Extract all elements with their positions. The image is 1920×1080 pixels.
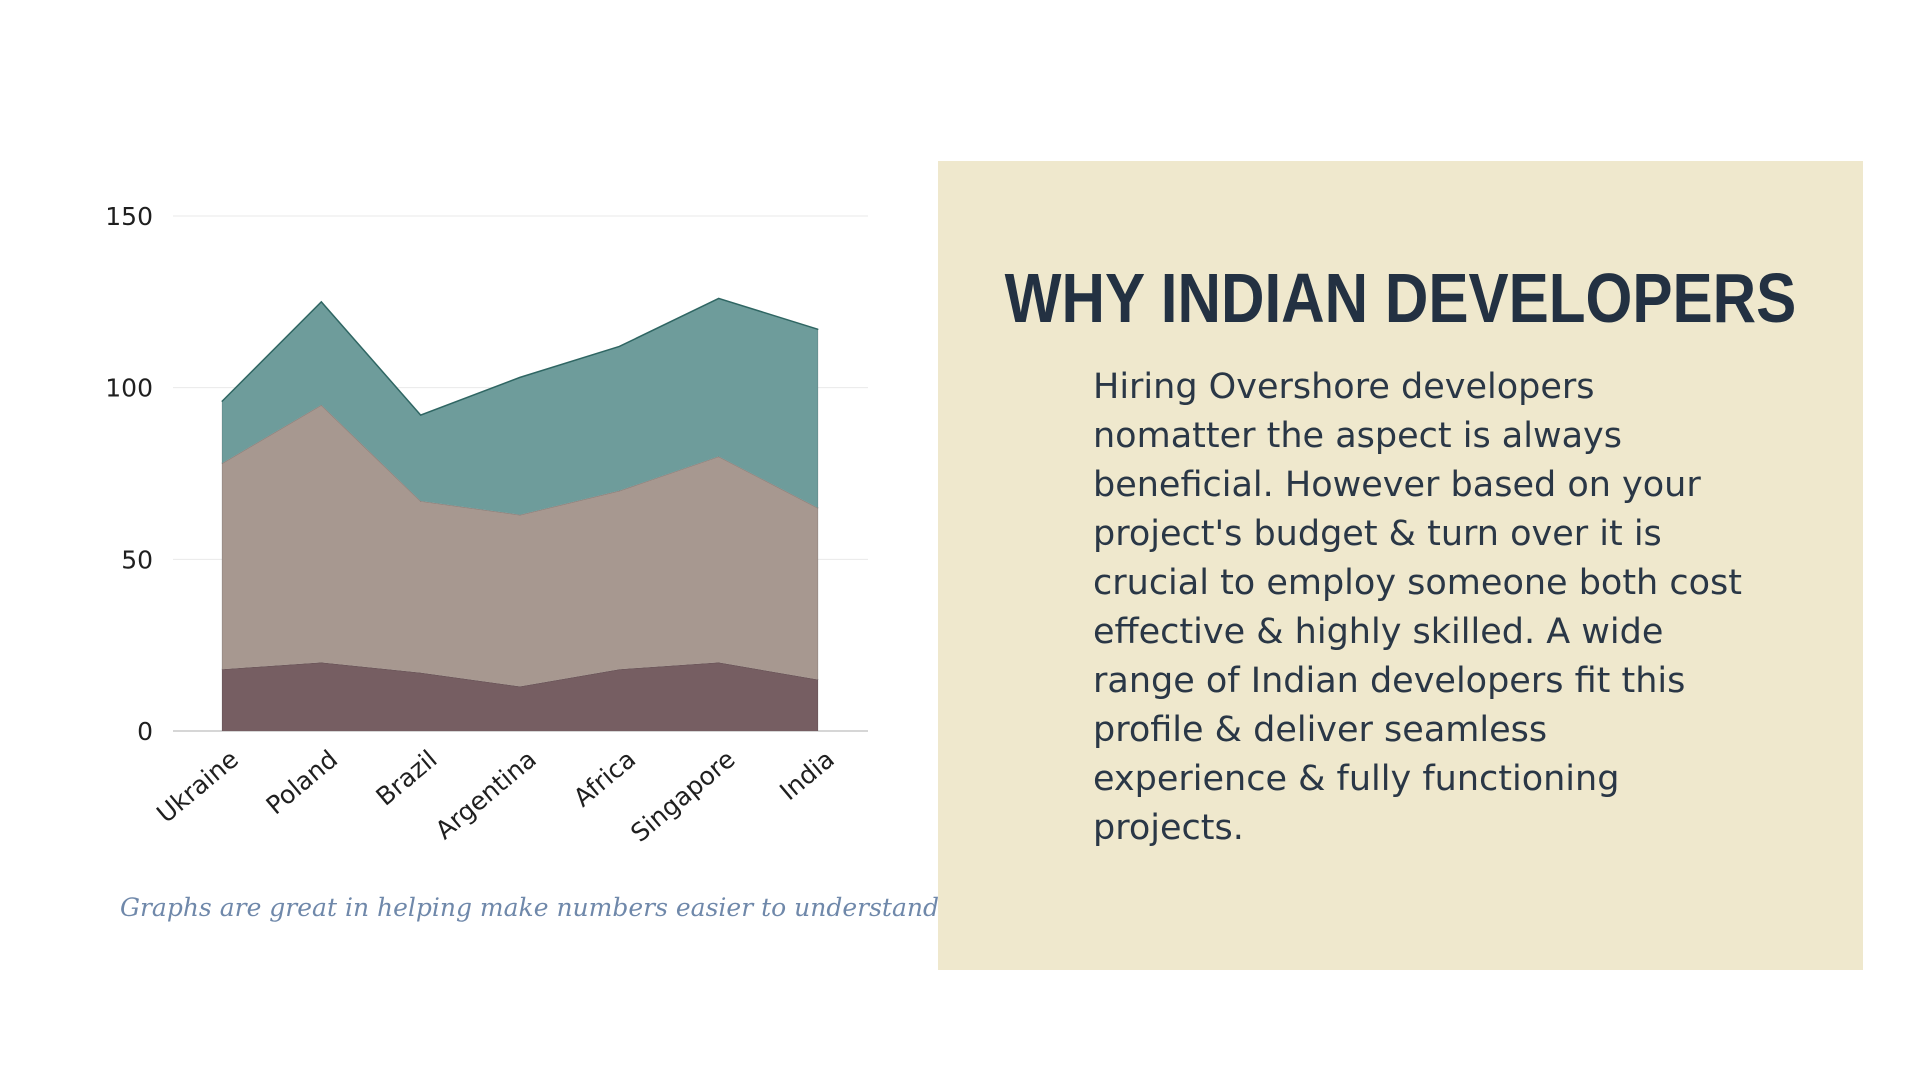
area-series-3 xyxy=(222,298,818,515)
x-tick-label: Argentina xyxy=(430,744,542,845)
area-series-1 xyxy=(222,662,818,731)
data-point xyxy=(817,328,819,330)
y-tick-label: 0 xyxy=(137,717,153,746)
y-tick-label: 100 xyxy=(105,374,153,403)
x-tick-label: Africa xyxy=(568,744,641,812)
area-series-2 xyxy=(222,404,818,687)
y-tick-label: 150 xyxy=(105,202,153,231)
data-point xyxy=(618,345,620,347)
x-tick-label: Ukraine xyxy=(151,744,244,828)
chart-caption: Graphs are great in helping make numbers… xyxy=(120,893,947,922)
y-tick-label: 50 xyxy=(121,545,153,574)
data-point xyxy=(519,376,521,378)
x-tick-label: Singapore xyxy=(625,744,740,847)
data-point xyxy=(718,297,720,299)
data-point xyxy=(320,301,322,303)
info-panel: WHY INDIAN DEVELOPERS Hiring Overshore d… xyxy=(938,161,1863,970)
panel-title: WHY INDIAN DEVELOPERS xyxy=(1004,259,1797,337)
panel-body-text: Hiring Overshore developers nomatter the… xyxy=(1093,367,1742,848)
chart-areas xyxy=(221,297,819,731)
x-tick-label: India xyxy=(774,744,840,806)
x-tick-label: Poland xyxy=(261,744,344,820)
x-tick-label: Brazil xyxy=(370,744,442,811)
data-point xyxy=(420,414,422,416)
data-point xyxy=(221,400,223,402)
